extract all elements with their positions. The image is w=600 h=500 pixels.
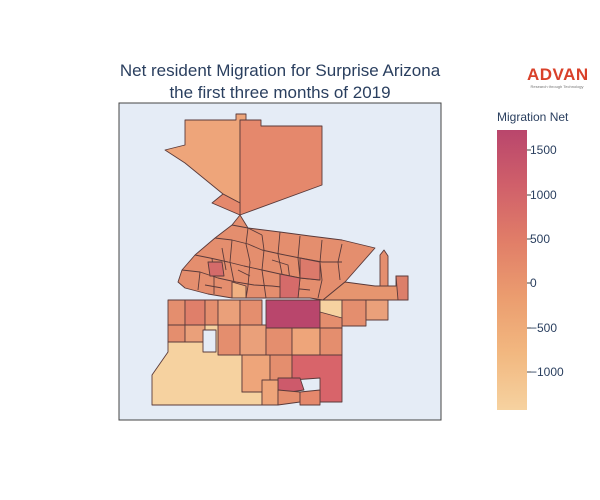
map-title-line-2: the first three months of 2019: [169, 83, 391, 102]
colorbar-tick-label: −500: [530, 321, 558, 335]
region-row1-east3[interactable]: [365, 299, 389, 321]
region-row1-west2[interactable]: [184, 299, 206, 326]
region-row2-mid[interactable]: [265, 327, 293, 356]
region-row2-w3[interactable]: [217, 324, 241, 356]
region-se-4[interactable]: [277, 377, 305, 393]
logo-tagline: Research through Technology: [530, 84, 584, 89]
colorbar-ticks: [527, 149, 531, 373]
region-row2-w4[interactable]: [239, 324, 267, 356]
region-east-spur[interactable]: [379, 249, 389, 287]
region-row2-mid2[interactable]: [291, 327, 321, 356]
region-tract-d[interactable]: [231, 281, 247, 299]
region-row1-west3[interactable]: [204, 299, 219, 326]
advan-logo: ADVAN Research through Technology: [527, 65, 589, 90]
logo-name: ADVAN: [527, 65, 589, 84]
region-high-migration[interactable]: [265, 299, 321, 329]
region-se-7[interactable]: [299, 389, 321, 406]
colorbar-tick-label: 1500: [530, 143, 557, 157]
region-se-5[interactable]: [261, 379, 279, 406]
region-hole: [202, 329, 217, 353]
colorbar-tick-label: −1000: [530, 365, 564, 379]
region-tract-a[interactable]: [207, 261, 225, 277]
region-se-6[interactable]: [277, 389, 301, 406]
colorbar-title: Migration Net: [497, 110, 569, 124]
region-row1-west4[interactable]: [217, 299, 241, 326]
region-central-diamond[interactable]: [177, 214, 376, 301]
colorbar-tick-label: 500: [530, 232, 551, 246]
region-tract-b[interactable]: [279, 273, 301, 299]
region-row1-east2[interactable]: [341, 299, 367, 327]
colorbar: [497, 130, 527, 410]
region-row2-w1[interactable]: [167, 324, 186, 343]
region-row1-west1[interactable]: [167, 299, 186, 326]
region-row1-west5[interactable]: [239, 299, 263, 326]
region-row2-e1[interactable]: [319, 327, 343, 356]
region-east-small[interactable]: [395, 275, 409, 301]
region-se-2[interactable]: [269, 354, 293, 381]
map-title-line-1: Net resident Migration for Surprise Ariz…: [119, 61, 441, 80]
colorbar-tick-label: 0: [530, 276, 537, 290]
colorbar-tick-label: 1000: [530, 188, 557, 202]
region-tract-c[interactable]: [299, 257, 321, 281]
region-row2-w2[interactable]: [184, 324, 206, 343]
